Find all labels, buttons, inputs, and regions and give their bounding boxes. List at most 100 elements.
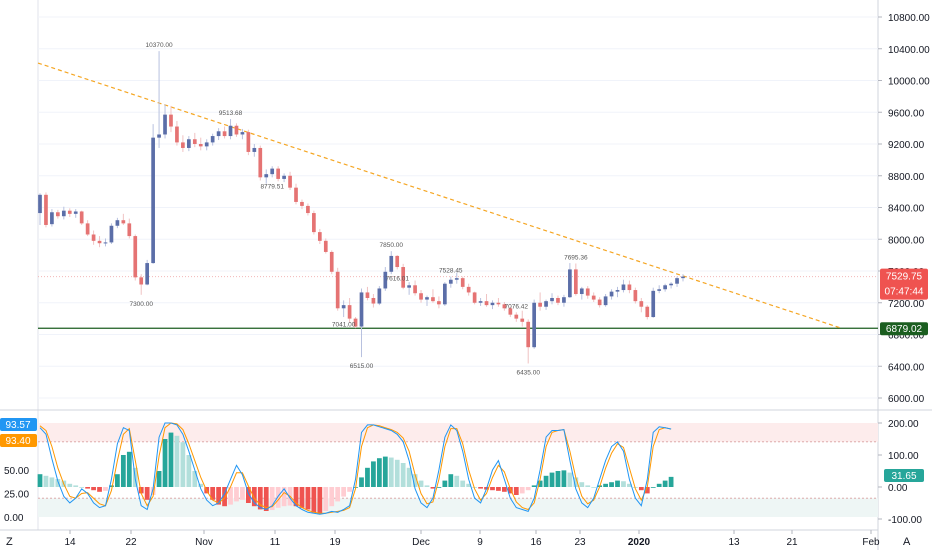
stoch-k-line — [39, 422, 672, 515]
candle — [538, 292, 542, 311]
histogram-bar — [638, 487, 644, 491]
candle — [270, 166, 275, 178]
candle — [454, 272, 459, 284]
candle-body — [133, 236, 138, 278]
candle-body — [240, 132, 245, 135]
price-annotation: 7300.00 — [129, 301, 153, 308]
histogram-bar — [662, 480, 668, 487]
candle — [282, 173, 286, 183]
candle — [562, 294, 566, 307]
candle — [79, 210, 84, 225]
candle — [597, 297, 602, 308]
candle-body — [288, 175, 292, 188]
countdown-label: 07:47:44 — [885, 287, 924, 298]
histogram-bar — [186, 455, 192, 487]
histogram-bar — [549, 472, 555, 487]
candle — [228, 119, 233, 140]
histogram-bar — [198, 483, 204, 487]
histogram-bar — [347, 487, 352, 492]
histogram-bar — [97, 487, 102, 492]
histogram-bar — [144, 487, 150, 500]
svg-text:A: A — [903, 536, 911, 548]
candle-body — [621, 284, 626, 291]
histogram-bar — [490, 487, 495, 491]
candle — [621, 279, 626, 293]
candle-body — [454, 278, 459, 280]
histogram-bar — [519, 487, 525, 494]
candle-body — [681, 276, 685, 279]
candle-body — [151, 137, 155, 264]
histogram-bar — [138, 487, 144, 494]
oscillator-k-value: 93.57 — [5, 420, 30, 431]
time-tick-label: 23 — [574, 537, 586, 548]
candle-body — [466, 286, 471, 293]
histogram-bar — [537, 480, 543, 487]
histogram-bar — [430, 487, 436, 489]
oscillator-k-badge: 93.57 — [0, 418, 37, 431]
candle-body — [532, 302, 537, 348]
candles — [38, 51, 685, 364]
candle-body — [508, 308, 513, 315]
candle — [526, 319, 531, 364]
candle-body — [67, 210, 72, 214]
histogram-bar — [245, 487, 251, 503]
candle — [395, 255, 400, 270]
candle-body — [371, 297, 376, 304]
time-axis: 14 22 Nov 11 19 Dec 9 16 23 2020 13 21 Feb — [64, 530, 880, 548]
candle — [151, 124, 155, 264]
trendline[interactable] — [37, 62, 841, 329]
histogram-bar — [180, 442, 186, 487]
candle — [192, 132, 197, 148]
candle — [246, 129, 251, 156]
candle-body — [448, 279, 453, 284]
candle — [341, 300, 346, 318]
auto-scale-button[interactable]: A — [903, 536, 911, 548]
histogram-bar — [109, 485, 114, 487]
candle-body — [550, 297, 554, 302]
candle-body — [115, 220, 120, 226]
candle-body — [431, 297, 435, 302]
candle-body — [85, 223, 90, 235]
oscillator-left-tick-label: 50.00 — [4, 466, 29, 477]
histogram-bar — [299, 487, 305, 508]
histogram-bar — [234, 487, 239, 502]
candle — [502, 301, 507, 311]
histogram-bar — [555, 471, 561, 487]
histogram-bar — [442, 480, 448, 487]
histogram-bar — [579, 482, 585, 487]
price-annotation: 7695.36 — [564, 254, 588, 261]
oscillator-d-badge: 93.40 — [0, 434, 37, 447]
candle — [603, 294, 608, 307]
candle-body — [591, 295, 596, 300]
histogram-bar — [436, 487, 442, 488]
candle — [175, 120, 179, 146]
candle-body — [609, 291, 614, 297]
histogram-bar — [323, 487, 329, 511]
oversold-band — [38, 498, 878, 517]
histogram-bar — [400, 463, 406, 487]
price-tick-label: 9200.00 — [888, 140, 925, 151]
candle-body — [645, 306, 650, 318]
oscillator-tick-label: 0.00 — [888, 483, 908, 494]
histogram-bar — [174, 435, 180, 487]
candle — [443, 282, 447, 306]
candle — [508, 306, 513, 318]
candle-body — [294, 187, 298, 202]
price-annotation: 6515.00 — [350, 363, 374, 370]
histogram-bar — [454, 475, 460, 487]
candle-body — [353, 318, 358, 327]
candle-body — [258, 147, 263, 178]
histogram-bar — [91, 487, 96, 491]
histogram-bar — [293, 487, 299, 507]
candle-body — [484, 301, 489, 306]
candle-body — [443, 283, 447, 305]
candle — [645, 305, 650, 320]
zoom-button[interactable]: Z — [6, 536, 13, 548]
histogram-bar — [591, 487, 597, 488]
candle-body — [252, 147, 257, 152]
time-tick-label: 21 — [786, 537, 798, 548]
candle-body — [246, 132, 251, 152]
candle — [210, 133, 215, 146]
price-tick-label: 6400.00 — [888, 362, 925, 373]
